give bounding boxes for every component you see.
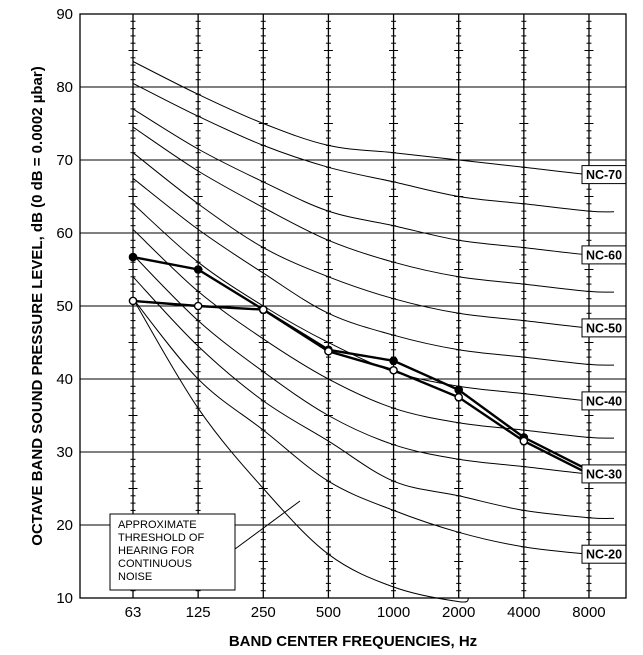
y-tick-label: 20 [56, 517, 73, 534]
data-point-filled [128, 252, 138, 262]
nc-curve-label: NC-50 [586, 321, 622, 335]
y-axis-title: OCTAVE BAND SOUND PRESSURE LEVEL, dB (0 … [29, 66, 46, 545]
annotation-line: HEARING FOR [118, 545, 194, 557]
nc-curve-label: NC-60 [586, 248, 622, 262]
annotation-box [109, 513, 236, 591]
data-point-open [519, 436, 529, 446]
nc-curve [132, 126, 615, 293]
annotation-line: THRESHOLD OF [118, 532, 204, 544]
x-tick-label: 63 [125, 604, 142, 621]
measured-series-line [132, 299, 590, 475]
nc-curve [132, 254, 615, 476]
nc-curve [132, 61, 615, 176]
data-point-open [389, 365, 398, 375]
measured-series-line [132, 255, 590, 472]
x-tick-label: 1000 [377, 604, 410, 621]
nc-curve [132, 152, 615, 330]
plot-frame [79, 13, 627, 599]
nc-curve-label: NC-40 [586, 394, 622, 408]
nc-curve [132, 108, 615, 257]
annotation-line: NOISE [118, 571, 152, 583]
data-point-filled [193, 265, 203, 274]
nc-curve [132, 82, 615, 213]
data-point-open [258, 305, 268, 314]
threshold-annotation: APPROXIMATE THRESHOLD OF HEARING FOR CON… [109, 500, 301, 591]
x-axis-title: BAND CENTER FREQUENCIES, Hz [229, 633, 477, 650]
nc-curve [132, 229, 615, 439]
x-tick-label: 250 [251, 604, 276, 621]
x-tick-label: 4000 [507, 604, 540, 621]
nc-curve-label: NC-30 [586, 467, 622, 481]
data-point-open [324, 346, 333, 356]
y-tick-label: 50 [56, 298, 73, 315]
x-tick-label: 2000 [442, 604, 475, 621]
annotation-leader-line [234, 500, 301, 550]
nc-curve-label: NC-70 [586, 168, 622, 182]
nc-curves [132, 61, 615, 603]
nc-curve [132, 298, 615, 556]
grid-layer [80, 13, 626, 599]
nc-curve-labels: NC-70 NC-60 NC-50 NC-40 NC-30 NC-20 [581, 165, 627, 564]
y-tick-label: 60 [56, 225, 73, 242]
data-point-filled [454, 385, 464, 395]
x-tick-labels: 63 125 250 500 1000 2000 4000 8000 [125, 604, 606, 621]
y-tick-label: 10 [56, 590, 73, 607]
data-point-filled [389, 356, 398, 366]
x-tick-label: 8000 [572, 604, 605, 621]
x-tick-label: 500 [316, 604, 341, 621]
nc-curve [132, 177, 615, 366]
annotation-line: APPROXIMATE [118, 519, 197, 531]
nc-curve [132, 298, 470, 603]
y-tick-label: 30 [56, 444, 73, 461]
annotation-line: CONTINUOUS [118, 558, 192, 570]
measured-series [128, 252, 594, 479]
y-tick-labels: 10 20 30 40 50 60 70 80 90 [56, 6, 73, 607]
y-tick-label: 90 [56, 6, 73, 23]
y-tick-label: 40 [56, 371, 73, 388]
data-point-open [454, 392, 464, 402]
data-point-open [128, 296, 138, 306]
nc-curve [132, 276, 615, 519]
data-point-open [193, 301, 203, 311]
y-tick-label: 80 [56, 79, 73, 96]
nc-curve-label: NC-20 [586, 548, 622, 562]
y-tick-label: 70 [56, 152, 73, 169]
x-tick-label: 125 [186, 604, 211, 621]
